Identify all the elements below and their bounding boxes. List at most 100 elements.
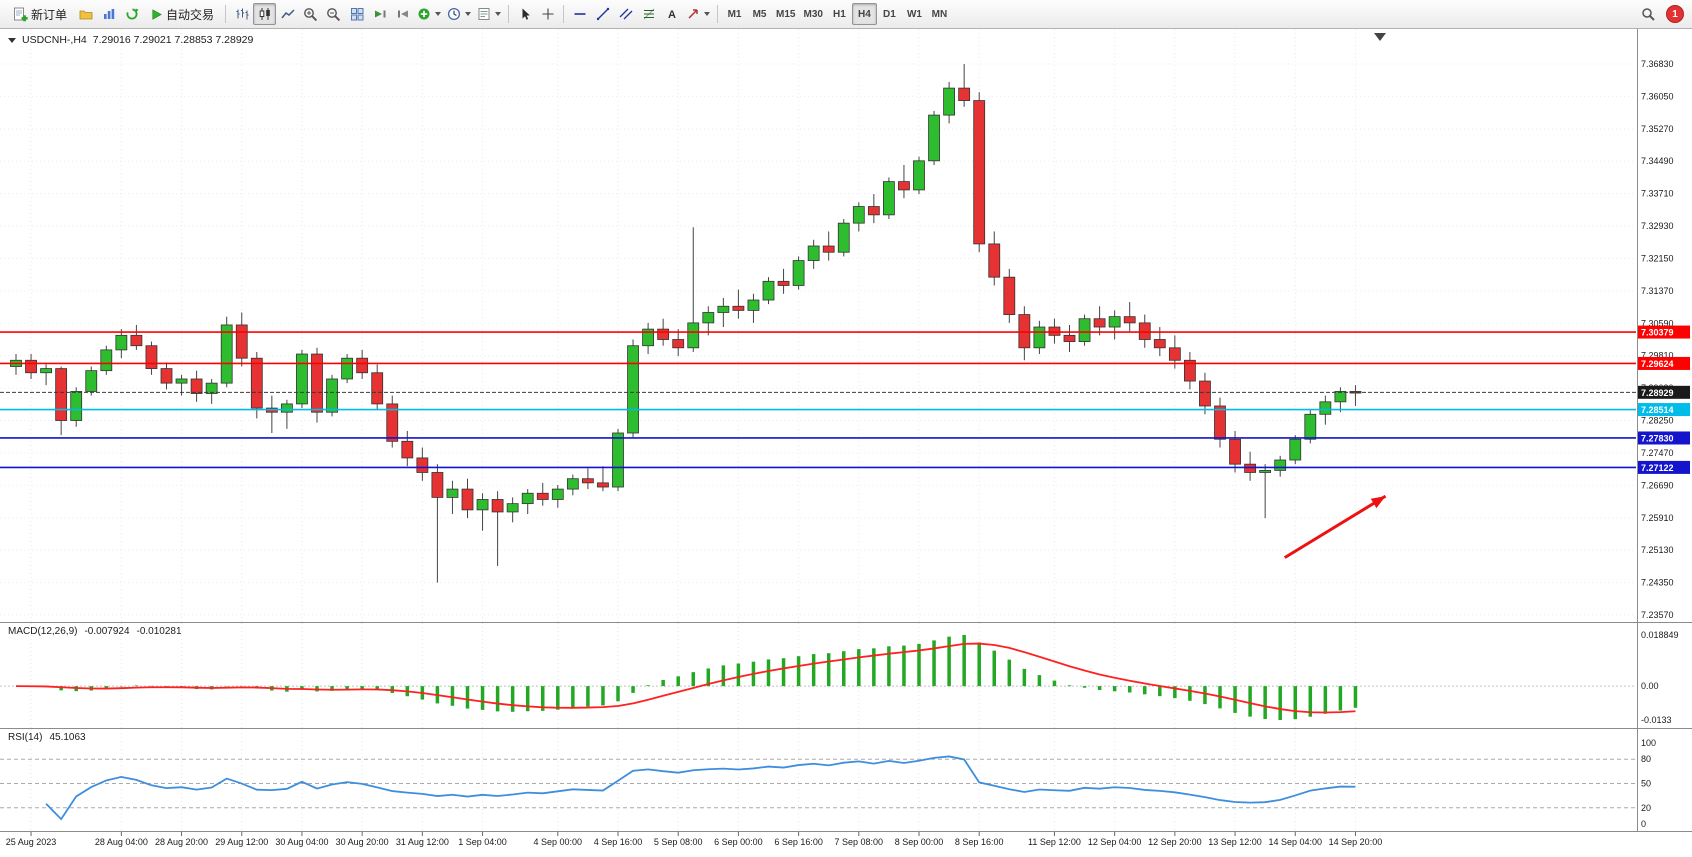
candle	[521, 489, 534, 515]
auto-trading-button[interactable]: 自动交易	[143, 3, 221, 25]
candle	[1138, 314, 1151, 348]
candle	[130, 324, 143, 350]
candle	[747, 293, 760, 323]
zoom-in-icon	[304, 7, 318, 21]
candle	[10, 354, 22, 375]
open-folder-button[interactable]	[74, 3, 97, 25]
dropdown-caret	[704, 12, 711, 16]
candle	[1108, 310, 1121, 340]
candle	[431, 464, 444, 583]
periods-button[interactable]	[444, 3, 474, 25]
candle	[867, 194, 880, 224]
dropdown-caret	[435, 12, 442, 16]
market-watch-button[interactable]	[97, 3, 120, 25]
candle	[55, 366, 68, 436]
timeframe-h1-button[interactable]: H1	[827, 3, 852, 25]
candle	[792, 256, 805, 290]
candle	[1349, 385, 1362, 406]
macd-main-value: -0.007924	[84, 626, 130, 637]
cursor-button[interactable]	[513, 3, 536, 25]
new-order-button[interactable]: 新订单	[6, 3, 74, 25]
candle	[115, 329, 128, 359]
price-axis-label: 7.33710	[1641, 189, 1674, 199]
timeframe-m30-button[interactable]: M30	[799, 3, 826, 25]
price-axis-label: 7.23570	[1641, 610, 1674, 620]
search-button[interactable]	[1637, 3, 1660, 25]
candle	[928, 110, 940, 165]
zoom-in-button[interactable]	[299, 3, 322, 25]
toolbar-separator	[563, 5, 565, 23]
timeframe-h4-button[interactable]: H4	[851, 3, 877, 25]
line-chart-icon	[280, 9, 295, 19]
timeframe-label: D1	[883, 8, 896, 20]
rsi-axis-label: 0	[1641, 819, 1646, 829]
arrow-head	[1370, 496, 1386, 509]
horizontal-line-icon	[574, 13, 586, 15]
arrows-tool-button[interactable]	[683, 3, 713, 25]
candlestick-chart-button[interactable]	[253, 3, 277, 25]
text-tool-button[interactable]: A	[660, 3, 683, 25]
rsi-axis-label: 50	[1641, 779, 1651, 789]
bar-chart-icon	[235, 8, 249, 20]
template-button[interactable]	[474, 3, 504, 25]
price-badge: 7.27830	[1638, 431, 1690, 445]
timeframe-d1-button[interactable]: D1	[877, 3, 902, 25]
chart-shift-button[interactable]	[391, 3, 414, 25]
chart-shift-marker[interactable]	[1374, 33, 1386, 41]
time-axis-label: 1 Sep 04:00	[458, 837, 507, 847]
price-axis-label: 7.25130	[1641, 545, 1674, 555]
auto-scroll-button[interactable]	[368, 3, 391, 25]
tile-windows-button[interactable]	[345, 3, 368, 25]
timeframe-m1-button[interactable]: M1	[722, 3, 747, 25]
new-order-icon	[14, 7, 28, 21]
candle	[70, 387, 83, 427]
macd-name: MACD(12,26,9)	[8, 626, 78, 637]
zoom-out-icon	[327, 7, 341, 21]
bar-chart-button[interactable]	[230, 3, 253, 25]
macd-signal-line	[15, 642, 1356, 714]
timeframe-m15-button[interactable]: M15	[772, 3, 799, 25]
timeframe-m5-button[interactable]: M5	[747, 3, 772, 25]
price-axis-label: 7.26690	[1641, 480, 1674, 490]
time-axis-label: 28 Aug 20:00	[155, 837, 208, 847]
fibonacci-tool-button[interactable]	[637, 3, 660, 25]
candle	[25, 354, 37, 379]
timeframe-w1-button[interactable]: W1	[902, 3, 927, 25]
auto-scroll-icon	[374, 10, 386, 18]
candle	[943, 81, 955, 124]
price-badge: 7.30379	[1638, 325, 1690, 339]
candle	[100, 345, 113, 375]
candle	[1199, 372, 1211, 415]
time-axis-label: 8 Sep 00:00	[895, 837, 944, 847]
horizontal-line-tool-button[interactable]	[568, 3, 591, 25]
time-axis-label: 6 Sep 00:00	[714, 837, 763, 847]
toolbar-separator	[717, 5, 719, 23]
arrow-object[interactable]	[1283, 494, 1387, 559]
indicators-button[interactable]	[414, 3, 444, 25]
line-chart-button[interactable]	[276, 3, 299, 25]
candle	[837, 218, 850, 257]
trendline-tool-button[interactable]	[591, 3, 614, 25]
candle	[582, 468, 594, 490]
price-badge: 7.28929	[1638, 385, 1690, 399]
notification-badge[interactable]: 1	[1666, 5, 1684, 23]
crosshair-button[interactable]	[536, 3, 559, 25]
candle	[958, 64, 971, 107]
zoom-out-button[interactable]	[322, 3, 345, 25]
candle	[1229, 430, 1241, 473]
symbol-dropdown-icon[interactable]	[8, 37, 16, 43]
new-order-label: 新订单	[31, 7, 68, 22]
timeframe-mn-button[interactable]: MN	[927, 3, 952, 25]
candle	[250, 351, 263, 419]
crosshair-icon	[542, 8, 554, 20]
toolbar-separator	[508, 5, 510, 23]
rsi-indicator-label: RSI(14) 45.1063	[8, 732, 86, 743]
refresh-button[interactable]	[120, 3, 143, 25]
candle	[356, 349, 369, 379]
time-axis-label: 5 Sep 08:00	[654, 837, 703, 847]
channel-tool-button[interactable]	[614, 3, 637, 25]
candlestick-chart-icon	[259, 8, 270, 20]
toolbar-separator	[225, 5, 227, 23]
candle	[627, 339, 639, 438]
